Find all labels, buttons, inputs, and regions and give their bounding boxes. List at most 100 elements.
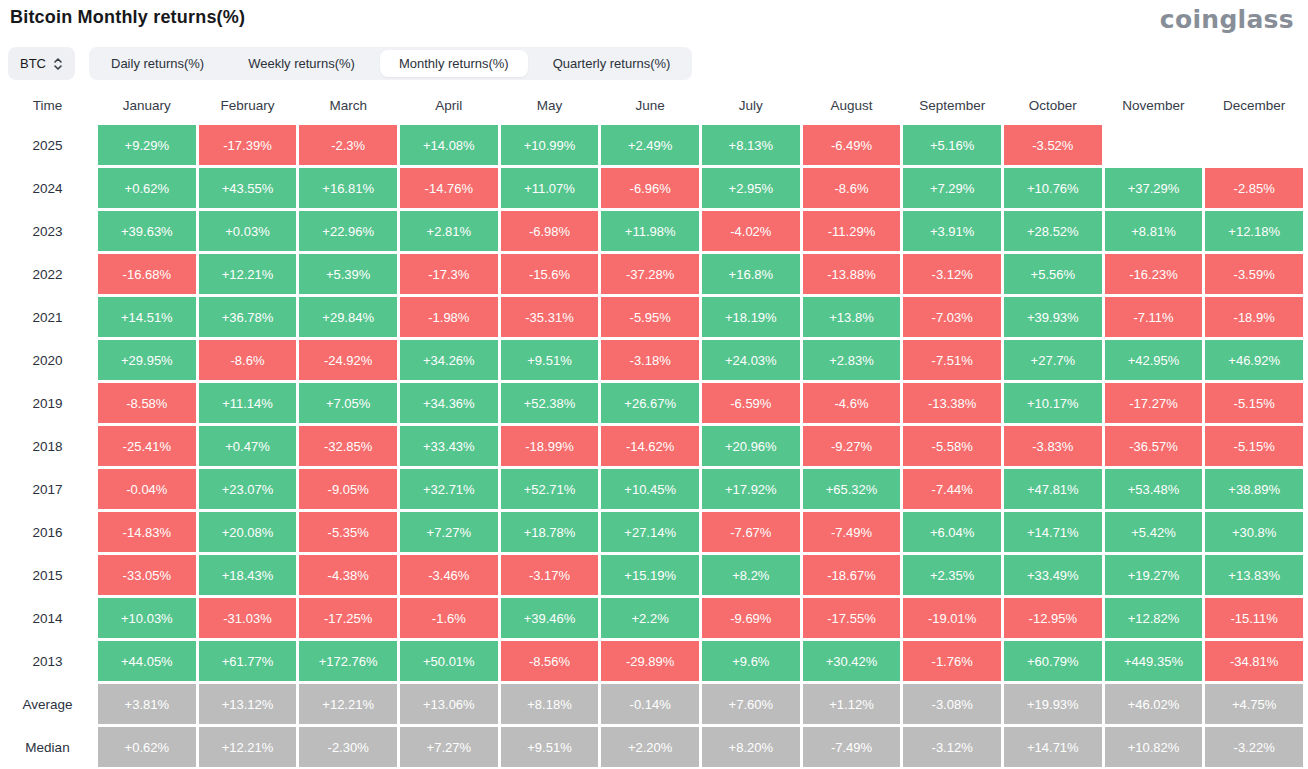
return-cell: -4.38% xyxy=(299,555,397,595)
return-cell: +5.16% xyxy=(903,125,1001,165)
return-cell: -2.3% xyxy=(299,125,397,165)
return-cell: -11.29% xyxy=(803,211,901,251)
return-cell: -8.6% xyxy=(199,340,297,380)
coinglass-logo: coinglass xyxy=(1160,7,1294,32)
tab-quarterly-returns[interactable]: Quarterly returns(%) xyxy=(531,47,693,80)
return-cell: -7.44% xyxy=(903,469,1001,509)
row-label-2021: 2021 xyxy=(0,297,95,337)
return-cell: -7.67% xyxy=(702,512,800,552)
return-cell: +39.93% xyxy=(1004,297,1102,337)
return-cell: +26.67% xyxy=(601,383,699,423)
return-cell: -6.96% xyxy=(601,168,699,208)
tab-weekly-returns[interactable]: Weekly returns(%) xyxy=(226,47,377,80)
return-cell: +28.52% xyxy=(1004,211,1102,251)
return-cell: -7.49% xyxy=(803,727,901,767)
return-cell: -16.23% xyxy=(1105,254,1203,294)
return-cell: -7.51% xyxy=(903,340,1001,380)
return-cell: +33.43% xyxy=(400,426,498,466)
return-cell: +32.71% xyxy=(400,469,498,509)
return-cell: +12.21% xyxy=(299,684,397,724)
return-cell: +8.20% xyxy=(702,727,800,767)
return-cell: -12.95% xyxy=(1004,598,1102,638)
column-header-november: November xyxy=(1105,89,1203,122)
return-cell: +18.43% xyxy=(199,555,297,595)
column-header-february: February xyxy=(199,89,297,122)
return-cell: -3.17% xyxy=(501,555,599,595)
return-cell: +9.29% xyxy=(98,125,196,165)
return-cell: +12.21% xyxy=(199,727,297,767)
return-cell: +34.36% xyxy=(400,383,498,423)
return-cell: +46.92% xyxy=(1205,340,1303,380)
return-cell: -1.76% xyxy=(903,641,1001,681)
return-cell: -3.18% xyxy=(601,340,699,380)
return-cell: +20.96% xyxy=(702,426,800,466)
tab-daily-returns[interactable]: Daily returns(%) xyxy=(89,47,226,80)
return-cell: -8.58% xyxy=(98,383,196,423)
return-cell: -17.3% xyxy=(400,254,498,294)
return-cell xyxy=(1205,125,1303,165)
sort-updown-icon xyxy=(53,57,63,71)
return-cell: +8.2% xyxy=(702,555,800,595)
return-cell: -2.30% xyxy=(299,727,397,767)
return-cell: -3.46% xyxy=(400,555,498,595)
return-cell: +27.7% xyxy=(1004,340,1102,380)
return-cell: +7.60% xyxy=(702,684,800,724)
return-cell: -4.6% xyxy=(803,383,901,423)
return-cell: +16.8% xyxy=(702,254,800,294)
return-cell: +33.49% xyxy=(1004,555,1102,595)
return-cell: -17.27% xyxy=(1105,383,1203,423)
return-cell: +12.18% xyxy=(1205,211,1303,251)
row-label-2023: 2023 xyxy=(0,211,95,251)
toolbar: BTC Daily returns(%)Weekly returns(%)Mon… xyxy=(8,47,1300,80)
return-cell: +11.98% xyxy=(601,211,699,251)
return-cell: -14.76% xyxy=(400,168,498,208)
return-cell: -18.67% xyxy=(803,555,901,595)
return-cell: -3.59% xyxy=(1205,254,1303,294)
return-cell: +0.62% xyxy=(98,168,196,208)
return-cell: +2.20% xyxy=(601,727,699,767)
column-header-september: September xyxy=(903,89,1001,122)
return-cell: -3.22% xyxy=(1205,727,1303,767)
return-cell: +50.01% xyxy=(400,641,498,681)
row-label-2014: 2014 xyxy=(0,598,95,638)
column-header-january: January xyxy=(98,89,196,122)
return-cell: +16.81% xyxy=(299,168,397,208)
return-cell: +29.84% xyxy=(299,297,397,337)
return-cell: +0.03% xyxy=(199,211,297,251)
return-cell: -5.15% xyxy=(1205,383,1303,423)
column-header-may: May xyxy=(501,89,599,122)
return-cell: -3.12% xyxy=(903,254,1001,294)
return-cell: +19.93% xyxy=(1004,684,1102,724)
column-header-june: June xyxy=(601,89,699,122)
return-cell: -5.15% xyxy=(1205,426,1303,466)
return-cell: +5.56% xyxy=(1004,254,1102,294)
return-cell: +29.95% xyxy=(98,340,196,380)
return-cell: +1.12% xyxy=(803,684,901,724)
return-cell: -14.83% xyxy=(98,512,196,552)
column-header-march: March xyxy=(299,89,397,122)
return-cell: +60.79% xyxy=(1004,641,1102,681)
return-cell: +47.81% xyxy=(1004,469,1102,509)
return-cell: +10.17% xyxy=(1004,383,1102,423)
return-cell: +34.26% xyxy=(400,340,498,380)
return-cell: +14.71% xyxy=(1004,727,1102,767)
return-cell: -5.58% xyxy=(903,426,1001,466)
tab-monthly-returns[interactable]: Monthly returns(%) xyxy=(380,50,528,77)
return-cell: +52.38% xyxy=(501,383,599,423)
return-cell: -13.88% xyxy=(803,254,901,294)
return-cell: +42.95% xyxy=(1105,340,1203,380)
return-cell: -0.04% xyxy=(98,469,196,509)
return-cell: +13.83% xyxy=(1205,555,1303,595)
return-cell: -14.62% xyxy=(601,426,699,466)
return-cell: +46.02% xyxy=(1105,684,1203,724)
return-cell: +7.27% xyxy=(400,727,498,767)
return-cell: +44.05% xyxy=(98,641,196,681)
return-cell: -34.81% xyxy=(1205,641,1303,681)
column-header-december: December xyxy=(1205,89,1303,122)
returns-tab-group: Daily returns(%)Weekly returns(%)Monthly… xyxy=(89,47,692,80)
return-cell: -13.38% xyxy=(903,383,1001,423)
return-cell: -3.08% xyxy=(903,684,1001,724)
row-label-2015: 2015 xyxy=(0,555,95,595)
symbol-select[interactable]: BTC xyxy=(8,47,75,80)
return-cell: +7.29% xyxy=(903,168,1001,208)
